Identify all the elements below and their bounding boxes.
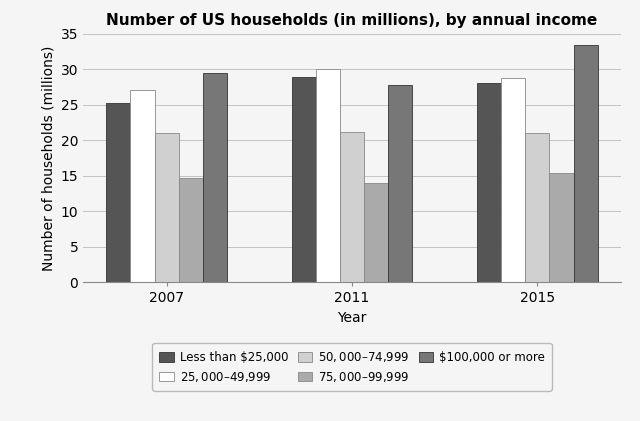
Bar [292, 77, 316, 282]
Title: Number of US households (in millions), by annual income: Number of US households (in millions), b… [106, 13, 598, 28]
Bar [106, 103, 131, 282]
Y-axis label: Number of households (millions): Number of households (millions) [41, 45, 55, 271]
Bar [316, 69, 340, 282]
Bar [179, 178, 203, 282]
Bar [573, 45, 598, 282]
Bar [203, 73, 227, 282]
Bar [501, 78, 525, 282]
Bar [477, 83, 501, 282]
Bar [340, 132, 364, 282]
Bar [549, 173, 573, 282]
Bar [155, 133, 179, 282]
X-axis label: Year: Year [337, 311, 367, 325]
Bar [131, 91, 155, 282]
Bar [525, 133, 549, 282]
Bar [388, 85, 412, 282]
Legend: Less than $25,000, $25,000–$49,999, $50,000–$74,999, $75,000–$99,999, $100,000 o: Less than $25,000, $25,000–$49,999, $50,… [152, 343, 552, 391]
Bar [364, 183, 388, 282]
